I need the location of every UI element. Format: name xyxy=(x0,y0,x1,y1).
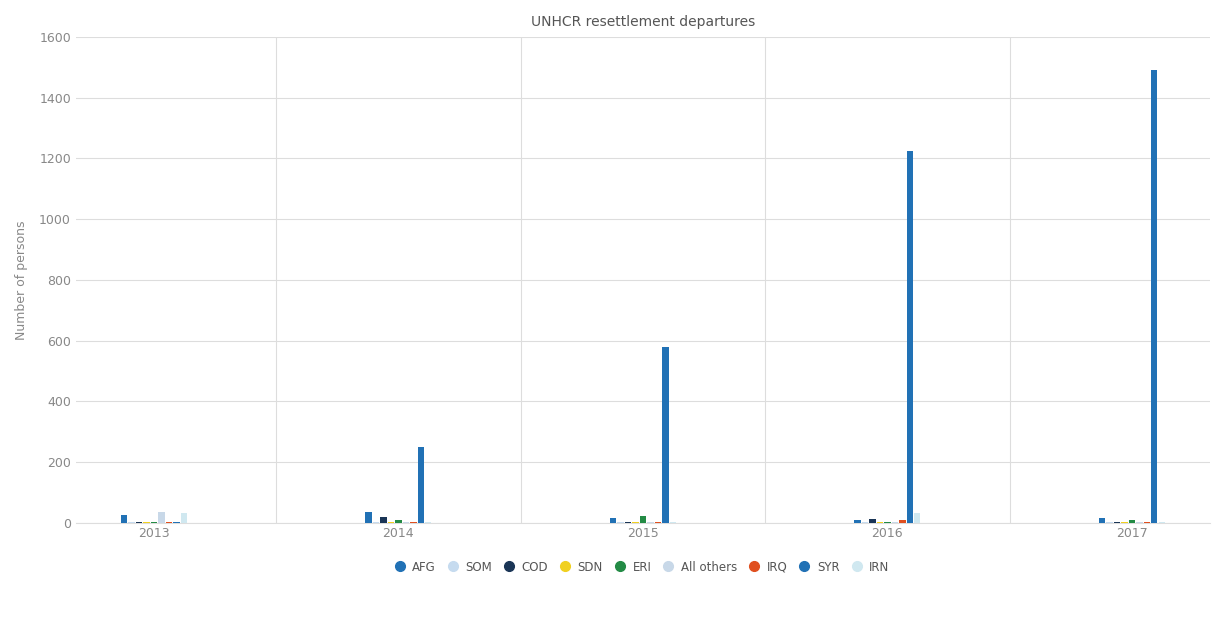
Bar xyxy=(1099,518,1105,523)
Bar xyxy=(632,522,638,523)
Bar xyxy=(1106,522,1112,523)
Bar xyxy=(380,517,387,523)
Bar xyxy=(870,519,876,523)
Bar xyxy=(854,520,861,523)
Bar xyxy=(143,522,149,523)
Bar xyxy=(892,522,898,523)
Bar xyxy=(121,515,127,523)
Bar xyxy=(647,522,654,523)
Bar xyxy=(372,522,380,523)
Bar xyxy=(877,522,883,523)
Bar xyxy=(625,522,631,523)
Bar xyxy=(180,513,187,523)
Bar xyxy=(639,517,646,523)
Bar xyxy=(899,520,905,523)
Bar xyxy=(396,520,402,523)
Bar xyxy=(884,522,891,523)
Bar xyxy=(173,522,180,523)
Bar xyxy=(365,512,371,523)
Bar xyxy=(151,522,157,523)
Bar xyxy=(1137,522,1143,523)
Bar xyxy=(388,522,394,523)
Bar xyxy=(165,522,172,523)
Bar xyxy=(654,522,662,523)
Bar xyxy=(1128,520,1136,523)
Bar xyxy=(158,512,164,523)
Bar xyxy=(1121,522,1127,523)
Bar xyxy=(425,522,431,523)
Bar xyxy=(410,522,416,523)
Bar xyxy=(1159,522,1165,523)
Bar xyxy=(1114,522,1120,523)
Y-axis label: Number of persons: Number of persons xyxy=(15,220,28,339)
Bar xyxy=(1152,70,1158,523)
Title: UNHCR resettlement departures: UNHCR resettlement departures xyxy=(530,15,755,29)
Bar xyxy=(617,522,624,523)
Bar xyxy=(129,522,135,523)
Bar xyxy=(136,522,142,523)
Legend: AFG, SOM, COD, SDN, ERI, All others, IRQ, SYR, IRN: AFG, SOM, COD, SDN, ERI, All others, IRQ… xyxy=(391,555,895,580)
Bar xyxy=(862,522,869,523)
Bar xyxy=(403,522,409,523)
Bar xyxy=(610,518,616,523)
Bar xyxy=(418,447,424,523)
Bar xyxy=(914,513,920,523)
Bar xyxy=(1144,522,1150,523)
Bar xyxy=(670,522,676,523)
Bar xyxy=(906,151,913,523)
Bar xyxy=(663,347,669,523)
